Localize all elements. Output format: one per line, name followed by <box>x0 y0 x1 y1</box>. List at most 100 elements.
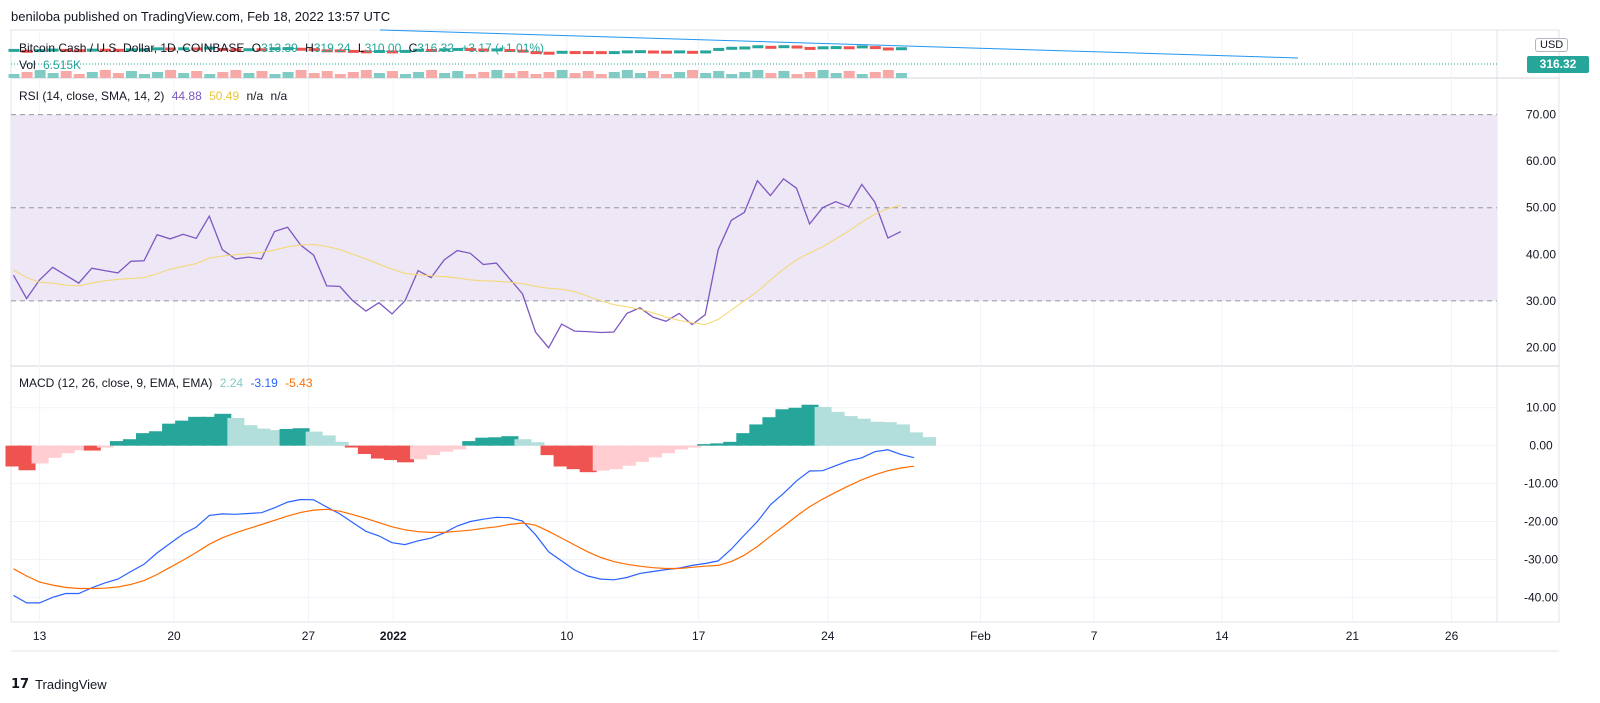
change-value: +3.17 (+1.01%) <box>461 41 545 55</box>
price-candle <box>373 49 385 53</box>
price-candle <box>47 48 59 52</box>
price-candle <box>34 49 46 53</box>
volume-bar <box>243 73 255 78</box>
price-candle <box>674 50 686 54</box>
rsi-na-2: n/a <box>270 89 288 103</box>
price-candle <box>269 47 281 51</box>
publisher-caption: beniloba published on TradingView.com, F… <box>11 9 391 24</box>
macd-axis-label: 0.00 <box>1529 439 1553 453</box>
rsi-sma-value: 50.49 <box>209 89 240 103</box>
volume-bar <box>360 70 372 78</box>
volume-bar <box>647 71 659 78</box>
symbol-title: Bitcoin Cash / U.S. Dollar, 1D, COINBASE <box>19 41 245 55</box>
volume-bar <box>791 74 803 78</box>
time-axis-label: 17 <box>692 629 706 643</box>
price-candle <box>282 47 294 51</box>
high-label: H <box>305 41 314 55</box>
macd-histogram-bar <box>83 445 101 451</box>
macd-histogram-bar <box>631 445 649 462</box>
price-candle <box>413 48 425 52</box>
volume-bar <box>752 70 764 78</box>
price-candle <box>230 48 242 52</box>
macd-histogram-bar <box>775 409 793 446</box>
rsi-na-1: n/a <box>246 89 264 103</box>
macd-histogram-bar <box>370 445 388 459</box>
price-candle <box>856 45 868 49</box>
volume-bar <box>882 70 894 78</box>
macd-histogram-bar <box>749 424 767 446</box>
price-candle <box>400 49 411 53</box>
volume-label: Vol <box>19 58 36 72</box>
price-candle <box>608 51 620 55</box>
rsi-title: RSI (14, close, SMA, 14, 2) <box>19 89 165 103</box>
price-candle <box>843 46 855 50</box>
macd-histogram-bar <box>423 445 441 456</box>
currency-button[interactable]: USD <box>1535 38 1569 52</box>
price-candle <box>504 49 516 53</box>
macd-histogram-bar <box>644 445 662 458</box>
volume-bar <box>556 70 568 78</box>
macd-histogram-bar <box>175 420 193 446</box>
macd-histogram-bar <box>462 441 480 446</box>
price-candle <box>869 46 881 50</box>
volume-bar <box>582 71 594 78</box>
volume-bar <box>478 72 490 78</box>
macd-histogram-bar <box>762 417 780 446</box>
volume-bar <box>491 70 503 78</box>
time-axis-label: Feb <box>970 629 991 643</box>
macd-hist-value: 2.24 <box>219 376 244 390</box>
last-price-label: 316.32 <box>1527 56 1589 73</box>
volume-bar <box>713 71 725 78</box>
time-axis-label: 24 <box>821 629 835 643</box>
volume-bar <box>8 74 20 78</box>
price-candle <box>99 48 111 52</box>
volume-value: 6.515K <box>43 58 82 72</box>
volume-bar <box>112 73 124 78</box>
low-value: 310.00 <box>364 41 402 55</box>
volume-bar <box>139 74 150 78</box>
volume-bar <box>634 73 646 78</box>
volume-bar <box>661 74 672 78</box>
macd-histogram-bar <box>840 416 858 446</box>
time-axis-label: 2022 <box>380 629 407 643</box>
macd-histogram-bar <box>122 439 140 446</box>
time-axis-label: 14 <box>1215 629 1229 643</box>
rsi-axis-label: 40.00 <box>1526 247 1556 261</box>
volume-bar <box>413 72 425 78</box>
volume-bar <box>439 73 451 78</box>
price-candle <box>243 48 255 52</box>
macd-histogram-bar <box>866 421 884 446</box>
macd-histogram-bar <box>305 431 323 446</box>
volume-bar <box>321 71 333 78</box>
volume-bar <box>765 73 777 78</box>
macd-histogram-bar <box>318 435 336 446</box>
macd-histogram-bar <box>344 445 362 448</box>
price-candle <box>817 46 829 50</box>
rsi-axis-label: 60.00 <box>1526 154 1556 168</box>
rsi-axis-label: 20.00 <box>1526 340 1556 354</box>
rsi-axis-label: 50.00 <box>1526 201 1556 215</box>
macd-histogram-bar <box>57 445 75 454</box>
volume-bar <box>608 72 620 78</box>
macd-histogram-bar <box>527 442 545 446</box>
macd-histogram-bar <box>919 437 936 446</box>
macd-axis-label: 10.00 <box>1526 401 1556 415</box>
price-candle <box>634 50 646 54</box>
macd-histogram-bar <box>266 430 284 446</box>
price-candle <box>582 51 594 55</box>
volume-bar <box>530 74 542 78</box>
macd-histogram-bar <box>188 416 206 446</box>
volume-bar <box>125 71 137 78</box>
price-candle <box>569 51 581 55</box>
macd-legend: MACD (12, 26, close, 9, EMA, EMA) 2.24 -… <box>19 376 317 390</box>
price-candle <box>804 46 816 50</box>
volume-bar <box>687 70 699 78</box>
macd-histogram-bar <box>788 407 806 446</box>
price-candle <box>295 47 307 51</box>
open-value: 313.39 <box>261 41 298 55</box>
macd-histogram-bar <box>227 417 245 446</box>
price-candle <box>830 46 842 50</box>
volume-bar <box>869 72 881 78</box>
macd-histogram-bar <box>605 445 623 470</box>
